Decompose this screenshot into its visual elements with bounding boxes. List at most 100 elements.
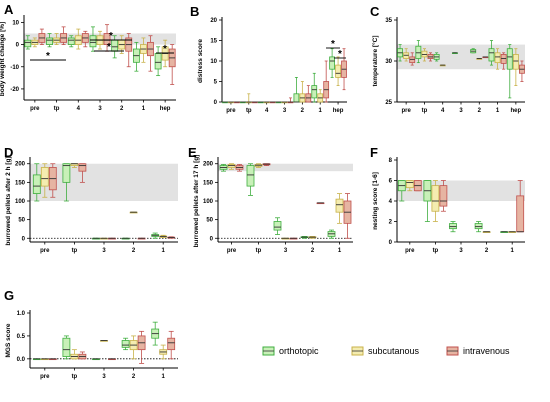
- x-tick-label: tp: [72, 248, 78, 254]
- x-tick-label: 2: [132, 374, 136, 380]
- box-orthotopic: [89, 35, 97, 48]
- y-tick-label: 0: [210, 236, 214, 242]
- x-tick-label: 3: [102, 374, 106, 380]
- box-orthotopic: [24, 39, 32, 48]
- significance-star: *: [46, 51, 50, 62]
- box-orthotopic: [293, 93, 300, 103]
- legend-label: subcutanous: [368, 346, 420, 356]
- y-tick-label: 0: [214, 100, 218, 106]
- y-axis-label: burrowed pellets after 2 h [g]: [5, 156, 12, 245]
- y-tick-label: 200: [203, 162, 214, 168]
- y-axis-label: temperature [°C]: [371, 36, 379, 87]
- box-intravenous: [103, 33, 111, 45]
- x-tick-label: 4: [77, 106, 81, 112]
- x-tick-label: 3: [284, 248, 288, 254]
- y-tick-label: -10: [10, 65, 19, 71]
- x-tick-label: tp: [246, 108, 252, 114]
- x-tick-label: tp: [72, 374, 78, 380]
- box-orthotopic: [46, 37, 53, 45]
- x-tick-label: 3: [98, 106, 102, 112]
- y-tick-label: 6: [389, 179, 393, 185]
- y-tick-label: 5: [214, 80, 218, 86]
- x-tick-label: 1: [162, 248, 166, 254]
- x-tick-label: pre: [40, 248, 50, 254]
- y-axis-label: MGS score: [5, 323, 12, 357]
- y-tick-label: 25: [385, 100, 392, 106]
- box-subcutanous: [431, 185, 440, 212]
- y-tick-label: 50: [206, 218, 213, 224]
- x-tick-label: 4: [265, 108, 269, 114]
- box-orthotopic: [246, 165, 255, 187]
- x-tick-label: 2: [120, 106, 124, 112]
- box-orthotopic: [488, 48, 495, 62]
- box-orthotopic: [506, 48, 513, 70]
- reference-band: [218, 163, 353, 172]
- box-subcutanous: [494, 52, 501, 64]
- x-tick-label: 3: [459, 248, 463, 254]
- y-tick-label: 100: [15, 199, 26, 205]
- x-tick-label: 2: [485, 248, 489, 254]
- x-tick-label: 3: [102, 248, 106, 254]
- y-axis-label: burrowed pellets after 17 h [g]: [193, 155, 200, 248]
- x-tick-label: 1: [319, 108, 323, 114]
- y-axis-label: nesting score [1-6]: [372, 172, 379, 230]
- x-tick-label: 1: [496, 108, 500, 114]
- x-tick-label: hep: [511, 108, 522, 114]
- box-orthotopic: [32, 174, 41, 194]
- y-axis-label: distress score: [197, 39, 204, 83]
- box-orthotopic: [154, 53, 162, 70]
- y-tick-label: 20: [210, 18, 217, 24]
- x-tick-label: 1: [511, 248, 515, 254]
- significance-star: *: [107, 42, 111, 53]
- x-tick-label: tp: [54, 106, 60, 112]
- x-tick-label: 1: [338, 248, 342, 254]
- x-tick-label: 2: [132, 248, 136, 254]
- x-tick-label: pre: [40, 374, 50, 380]
- y-tick-label: 35: [385, 18, 392, 24]
- box-subcutanous: [40, 167, 49, 187]
- x-tick-label: 1: [162, 374, 166, 380]
- y-tick-label: 4: [389, 199, 393, 205]
- box-orthotopic: [311, 85, 318, 99]
- y-tick-label: -20: [10, 87, 19, 93]
- box-orthotopic: [449, 223, 457, 230]
- x-tick-label: pre: [30, 106, 40, 112]
- box-orthotopic: [62, 337, 71, 357]
- box-subcutanous: [405, 180, 414, 189]
- y-axis-label: body weight change [%]: [0, 22, 6, 96]
- panel-letter: B: [190, 4, 199, 19]
- panel-letter: G: [4, 288, 14, 303]
- panel-letter: C: [370, 4, 380, 19]
- y-tick-label: 150: [15, 180, 26, 186]
- box-orthotopic: [67, 37, 75, 45]
- y-tick-label: 0.5: [17, 334, 26, 340]
- y-tick-label: 10: [210, 59, 217, 65]
- y-tick-label: 1.0: [17, 311, 26, 317]
- box-orthotopic: [474, 223, 483, 230]
- panel-letter: E: [188, 145, 197, 160]
- legend-label: orthotopic: [279, 346, 319, 356]
- x-tick-label: hep: [333, 108, 344, 114]
- x-tick-label: 3: [283, 108, 287, 114]
- y-tick-label: 8: [389, 158, 393, 164]
- x-tick-label: 3: [459, 108, 463, 114]
- x-tick-label: 1: [142, 106, 146, 112]
- significance-star: *: [338, 49, 342, 60]
- panel-letter: D: [4, 145, 13, 160]
- legend-label: intravenous: [463, 346, 510, 356]
- x-tick-label: tp: [422, 108, 428, 114]
- significance-star: *: [331, 39, 335, 50]
- x-tick-label: 4: [441, 108, 445, 114]
- panel-letter: A: [4, 2, 14, 17]
- x-tick-label: 2: [301, 108, 305, 114]
- y-tick-label: 200: [15, 162, 26, 168]
- x-tick-label: 2: [311, 248, 315, 254]
- y-tick-label: 2: [389, 220, 393, 226]
- x-tick-label: pre: [405, 248, 415, 254]
